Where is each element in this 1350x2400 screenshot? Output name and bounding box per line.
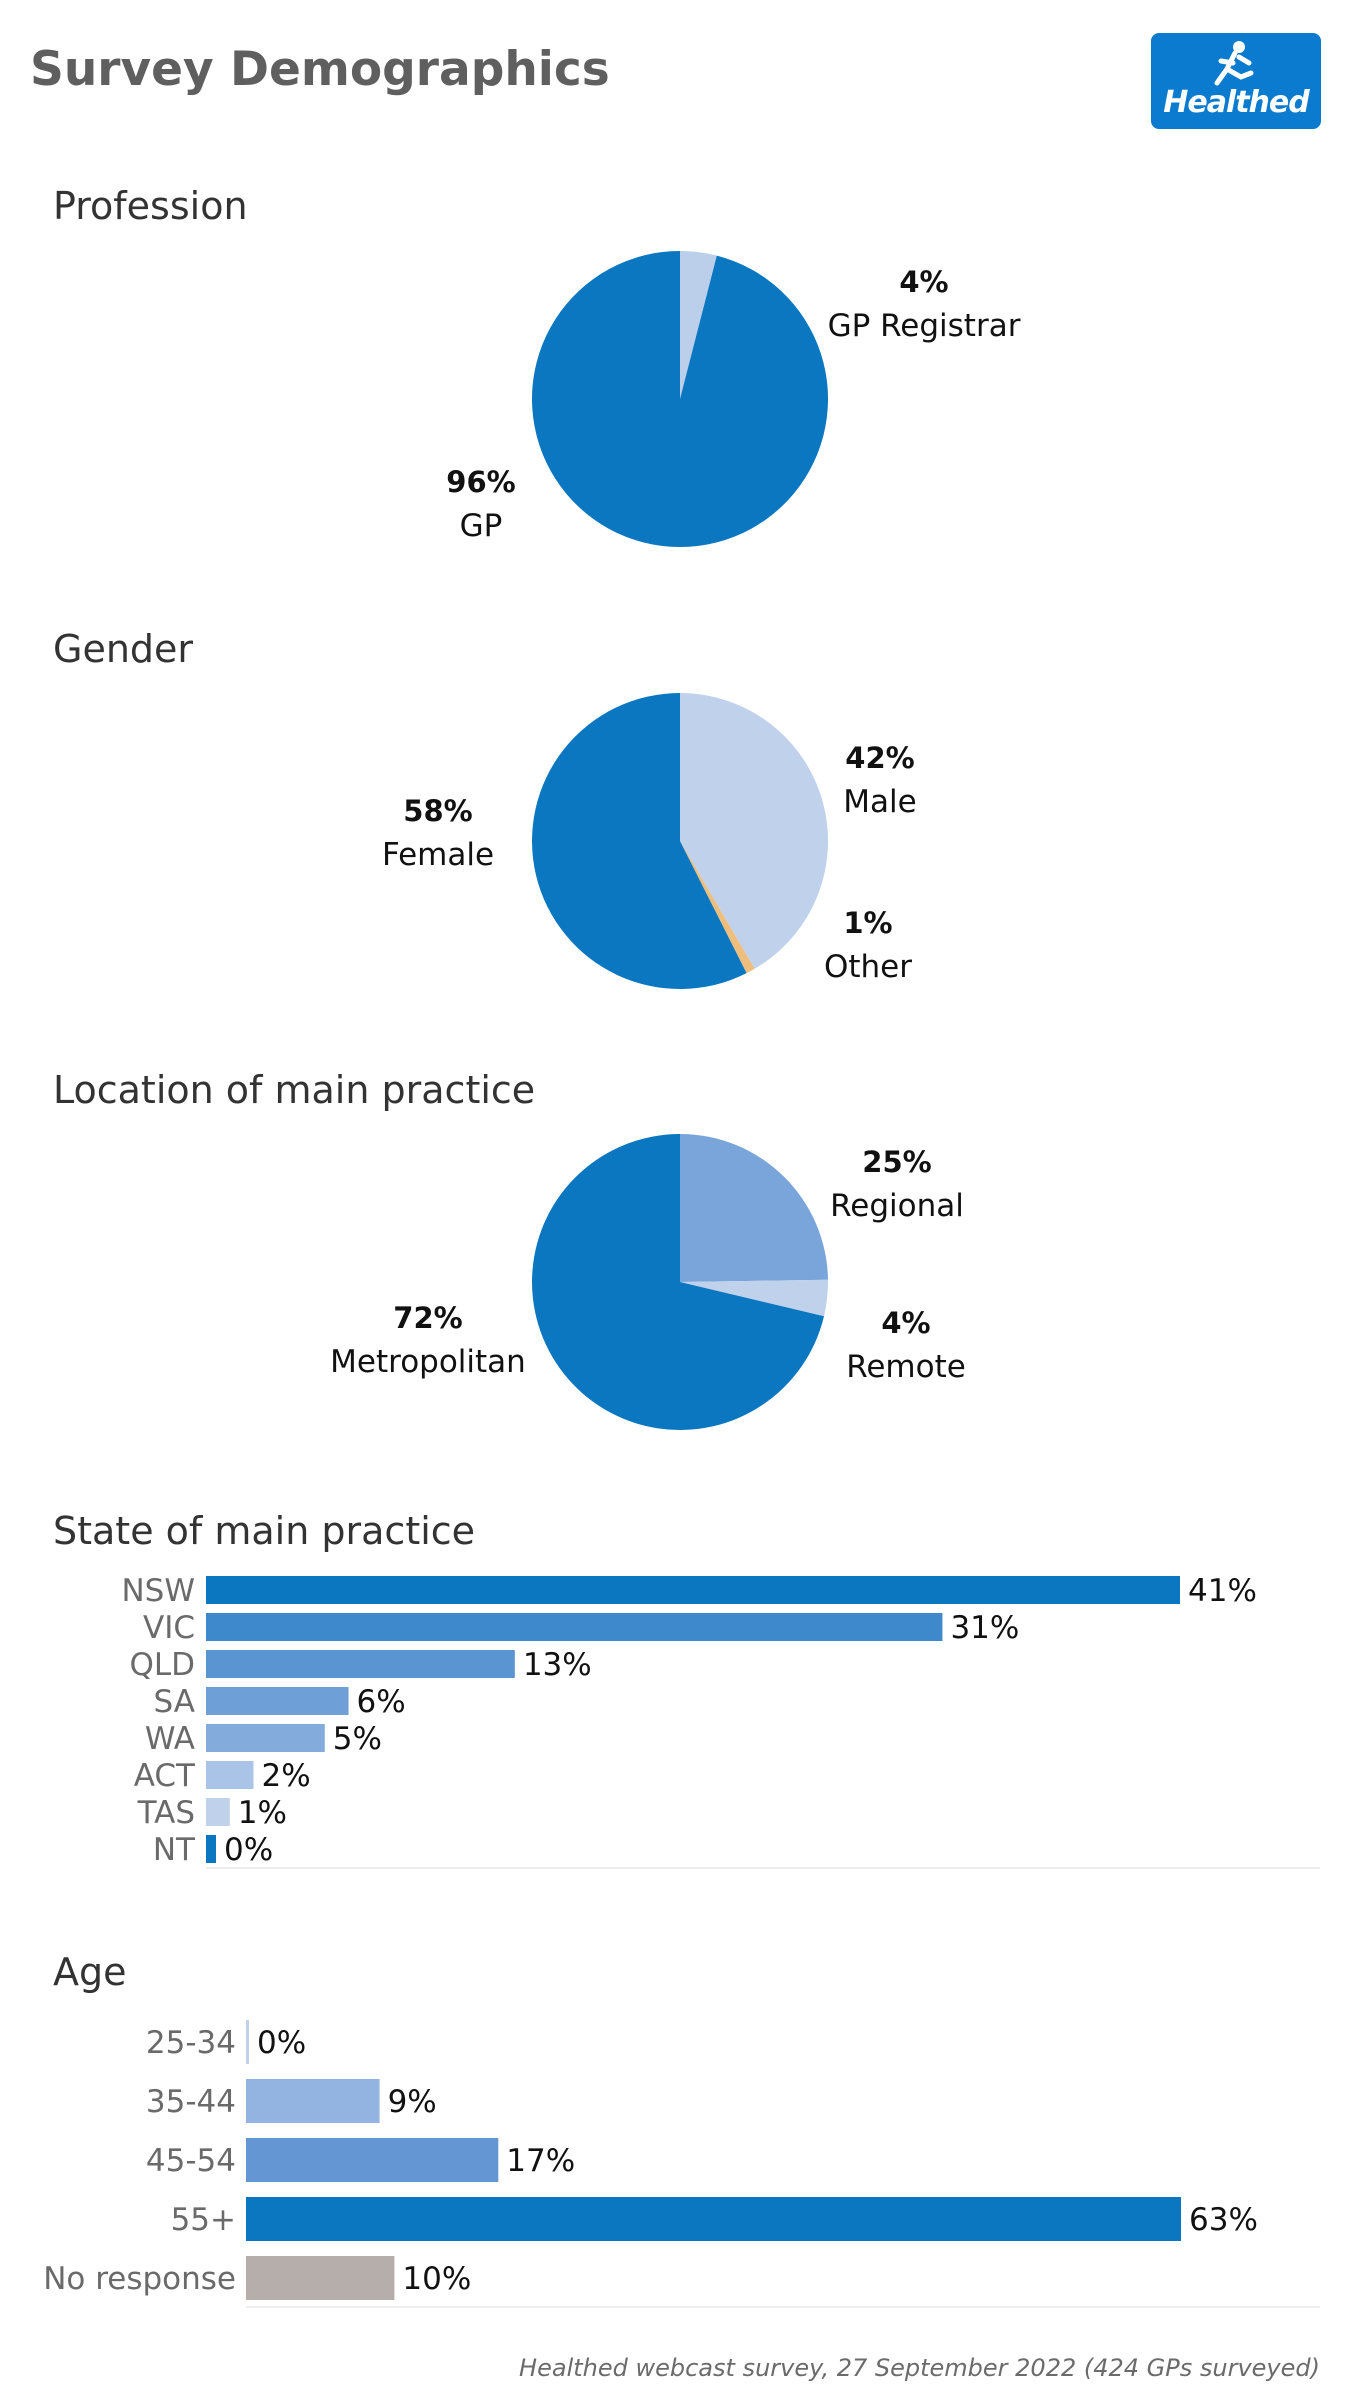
profession-label-value: 4%	[899, 265, 948, 299]
bar-value-label: 6%	[357, 1684, 406, 1720]
bar-no-response	[246, 2256, 395, 2300]
gender-label-name: Male	[843, 784, 916, 820]
bar-value-label: 1%	[238, 1795, 287, 1831]
bar-category-label: WA	[145, 1721, 195, 1757]
bar-vic	[206, 1613, 943, 1641]
bar-category-label: NT	[153, 1832, 196, 1868]
pie-slice-gp	[532, 251, 829, 547]
bar-nt	[206, 1835, 216, 1863]
profession-label-value: 96%	[446, 465, 515, 499]
location-label-name: Remote	[846, 1349, 966, 1385]
bar-act	[206, 1761, 254, 1789]
state-bars: NSW 41% VIC 31% QLD 13% SA 6% WA 5% ACT 2% TAS 1% NT 0%	[121, 1573, 1320, 1869]
location-slices	[532, 1134, 828, 1431]
bar-wa	[206, 1724, 325, 1752]
gender-label-name: Other	[824, 949, 912, 985]
location-label-value: 4%	[881, 1306, 930, 1340]
bar-qld	[206, 1650, 515, 1678]
gender-title: Gender	[53, 627, 194, 671]
location-label-name: Regional	[830, 1188, 964, 1224]
bar-category-label: SA	[154, 1684, 195, 1720]
gender-pie-chart: 42% Male 1% Other 58% Female	[382, 693, 917, 990]
gender-label-value: 42%	[845, 741, 914, 775]
pie-slice-regional	[680, 1134, 828, 1282]
pie-slice-male	[680, 693, 829, 969]
footnote: Healthed webcast survey, 27 September 20…	[519, 2354, 1320, 2382]
gender-label-value: 58%	[403, 794, 472, 828]
pie-slice-gp-registrar	[680, 251, 717, 399]
bar-35-44	[246, 2079, 380, 2123]
bar-category-label: 35-44	[146, 2084, 236, 2120]
bar-25-34	[246, 2020, 249, 2064]
profession-slices	[532, 251, 829, 547]
state-title: State of main practice	[53, 1509, 476, 1553]
logo-text: Healthed	[1163, 85, 1310, 120]
bar-value-label: 2%	[262, 1758, 311, 1794]
pie-slice-metropolitan	[532, 1134, 824, 1431]
state-bar-chart: NSW 41% VIC 31% QLD 13% SA 6% WA 5% ACT 2% TAS 1% NT 0%	[121, 1573, 1320, 1869]
bar-45-54	[246, 2138, 499, 2182]
gender-slices	[532, 693, 829, 990]
healthed-logo: Healthed	[1151, 33, 1321, 129]
location-label-value: 72%	[393, 1301, 462, 1335]
profession-label-name: GP Registrar	[828, 308, 1021, 344]
bar-value-label: 9%	[388, 2084, 437, 2120]
bar-category-label: 55+	[171, 2202, 236, 2238]
bar-value-label: 17%	[506, 2143, 575, 2179]
pie-slice-remote	[680, 1279, 828, 1317]
pie-slice-female	[532, 693, 747, 990]
bar-value-label: 5%	[333, 1721, 382, 1757]
bar-category-label: No response	[43, 2261, 236, 2297]
bar-55+	[246, 2197, 1181, 2241]
bar-category-label: QLD	[129, 1647, 195, 1683]
profession-label-name: GP	[460, 508, 503, 544]
bar-value-label: 13%	[523, 1647, 592, 1683]
profession-pie-chart: 4% GP Registrar 96% GP	[446, 251, 1021, 547]
location-pie-chart: 25% Regional 4% Remote 72% Metropolitan	[330, 1134, 966, 1431]
bar-value-label: 0%	[224, 1832, 273, 1868]
location-label-name: Metropolitan	[330, 1344, 526, 1380]
bar-category-label: NSW	[121, 1573, 195, 1609]
gender-label-name: Female	[382, 837, 494, 873]
profession-title: Profession	[53, 184, 248, 228]
bar-category-label: TAS	[137, 1795, 195, 1831]
gender-label-value: 1%	[843, 906, 892, 940]
location-title: Location of main practice	[53, 1068, 536, 1112]
bar-value-label: 10%	[402, 2261, 471, 2297]
bar-nsw	[206, 1576, 1180, 1604]
age-title: Age	[53, 1950, 127, 1994]
page-title: Survey Demographics	[30, 42, 610, 97]
bar-value-label: 0%	[257, 2025, 306, 2061]
bar-category-label: ACT	[134, 1758, 196, 1794]
bar-tas	[206, 1798, 230, 1826]
bar-value-label: 63%	[1189, 2202, 1258, 2238]
pie-slice-other	[680, 841, 755, 974]
age-bars: 25-34 0% 35-44 9% 45-54 17% 55+ 63% No response 1…	[43, 2020, 1320, 2308]
bar-category-label: VIC	[143, 1610, 195, 1646]
bar-sa	[206, 1687, 349, 1715]
location-label-value: 25%	[862, 1145, 931, 1179]
bar-value-label: 31%	[950, 1610, 1019, 1646]
runner-icon	[1214, 41, 1254, 86]
bar-category-label: 25-34	[146, 2025, 236, 2061]
bar-value-label: 41%	[1188, 1573, 1257, 1609]
bar-category-label: 45-54	[146, 2143, 236, 2179]
